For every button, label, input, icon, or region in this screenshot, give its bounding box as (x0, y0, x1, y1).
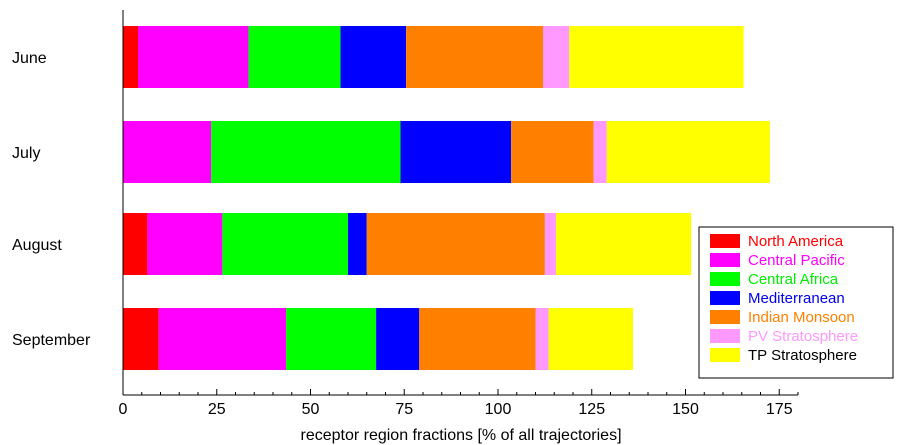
legend-swatch-tp-stratosphere (710, 348, 740, 362)
legend-swatch-central-africa (710, 272, 740, 286)
bar-segment-september-tp-stratosphere (548, 308, 633, 370)
legend-swatch-indian-monsoon (710, 310, 740, 324)
category-label-august: August (12, 237, 62, 254)
bar-segment-september-indian-monsoon (419, 308, 536, 370)
category-label-june: June (12, 50, 47, 67)
bars-group (123, 26, 770, 370)
x-tick-label: 75 (395, 401, 413, 418)
legend-swatch-mediterranean (710, 291, 740, 305)
bar-segment-august-pv-stratosphere (544, 213, 557, 275)
legend-label-central-africa: Central Africa (748, 271, 839, 288)
x-axis: 0 25 50 75 100 125 150 175 (119, 10, 799, 418)
category-label-july: July (12, 145, 40, 162)
x-tick-label: 25 (208, 401, 226, 418)
category-label-september: September (12, 332, 91, 349)
bar-segment-august-central-pacific (147, 213, 223, 275)
bar-segment-july-pv-stratosphere (593, 121, 607, 183)
bar-segment-september-pv-stratosphere (535, 308, 549, 370)
legend-label-central-pacific: Central Pacific (748, 252, 845, 269)
bar-segment-july-mediterranean (400, 121, 512, 183)
x-tick-label: 150 (672, 401, 699, 418)
legend-swatch-central-pacific (710, 253, 740, 267)
legend-label-pv-stratosphere: PV Stratosphere (748, 328, 858, 345)
bar-segment-june-north-america (123, 26, 138, 88)
bar-segment-september-central-africa (286, 308, 377, 370)
x-tick-label: 100 (485, 401, 512, 418)
bar-segment-september-north-america (123, 308, 159, 370)
x-tick-label: 50 (302, 401, 320, 418)
bar-segment-august-central-africa (222, 213, 348, 275)
bar-segment-july-central-pacific (123, 121, 212, 183)
bar-segment-june-tp-stratosphere (569, 26, 744, 88)
bar-segment-june-central-pacific (138, 26, 249, 88)
bar-segment-july-tp-stratosphere (606, 121, 770, 183)
bar-segment-june-indian-monsoon (406, 26, 543, 88)
bar-segment-june-central-africa (248, 26, 341, 88)
legend-swatch-north-america (710, 234, 740, 248)
x-axis-label: receptor region fractions [% of all traj… (300, 427, 621, 444)
bar-segment-june-mediterranean (340, 26, 407, 88)
x-tick-label: 175 (766, 401, 793, 418)
bar-segment-june-pv-stratosphere (543, 26, 570, 88)
legend-label-mediterranean: Mediterranean (748, 290, 845, 307)
x-tick-label: 125 (578, 401, 605, 418)
bar-segment-september-mediterranean (376, 308, 420, 370)
legend-label-indian-monsoon: Indian Monsoon (748, 309, 855, 326)
legend-label-tp-stratosphere: TP Stratosphere (748, 347, 857, 364)
category-labels: June July August September (12, 50, 91, 349)
bar-segment-july-indian-monsoon (511, 121, 594, 183)
bar-segment-september-central-pacific (158, 308, 287, 370)
bar-segment-july-central-africa (211, 121, 401, 183)
legend-swatch-pv-stratosphere (710, 329, 740, 343)
bar-segment-august-indian-monsoon (366, 213, 545, 275)
legend: North America Central Pacific Central Afri… (698, 226, 894, 379)
x-tick-label: 0 (119, 401, 128, 418)
bar-segment-august-tp-stratosphere (556, 213, 692, 275)
bar-segment-august-north-america (123, 213, 148, 275)
legend-label-north-america: North America (748, 233, 844, 250)
bar-segment-august-mediterranean (348, 213, 367, 275)
